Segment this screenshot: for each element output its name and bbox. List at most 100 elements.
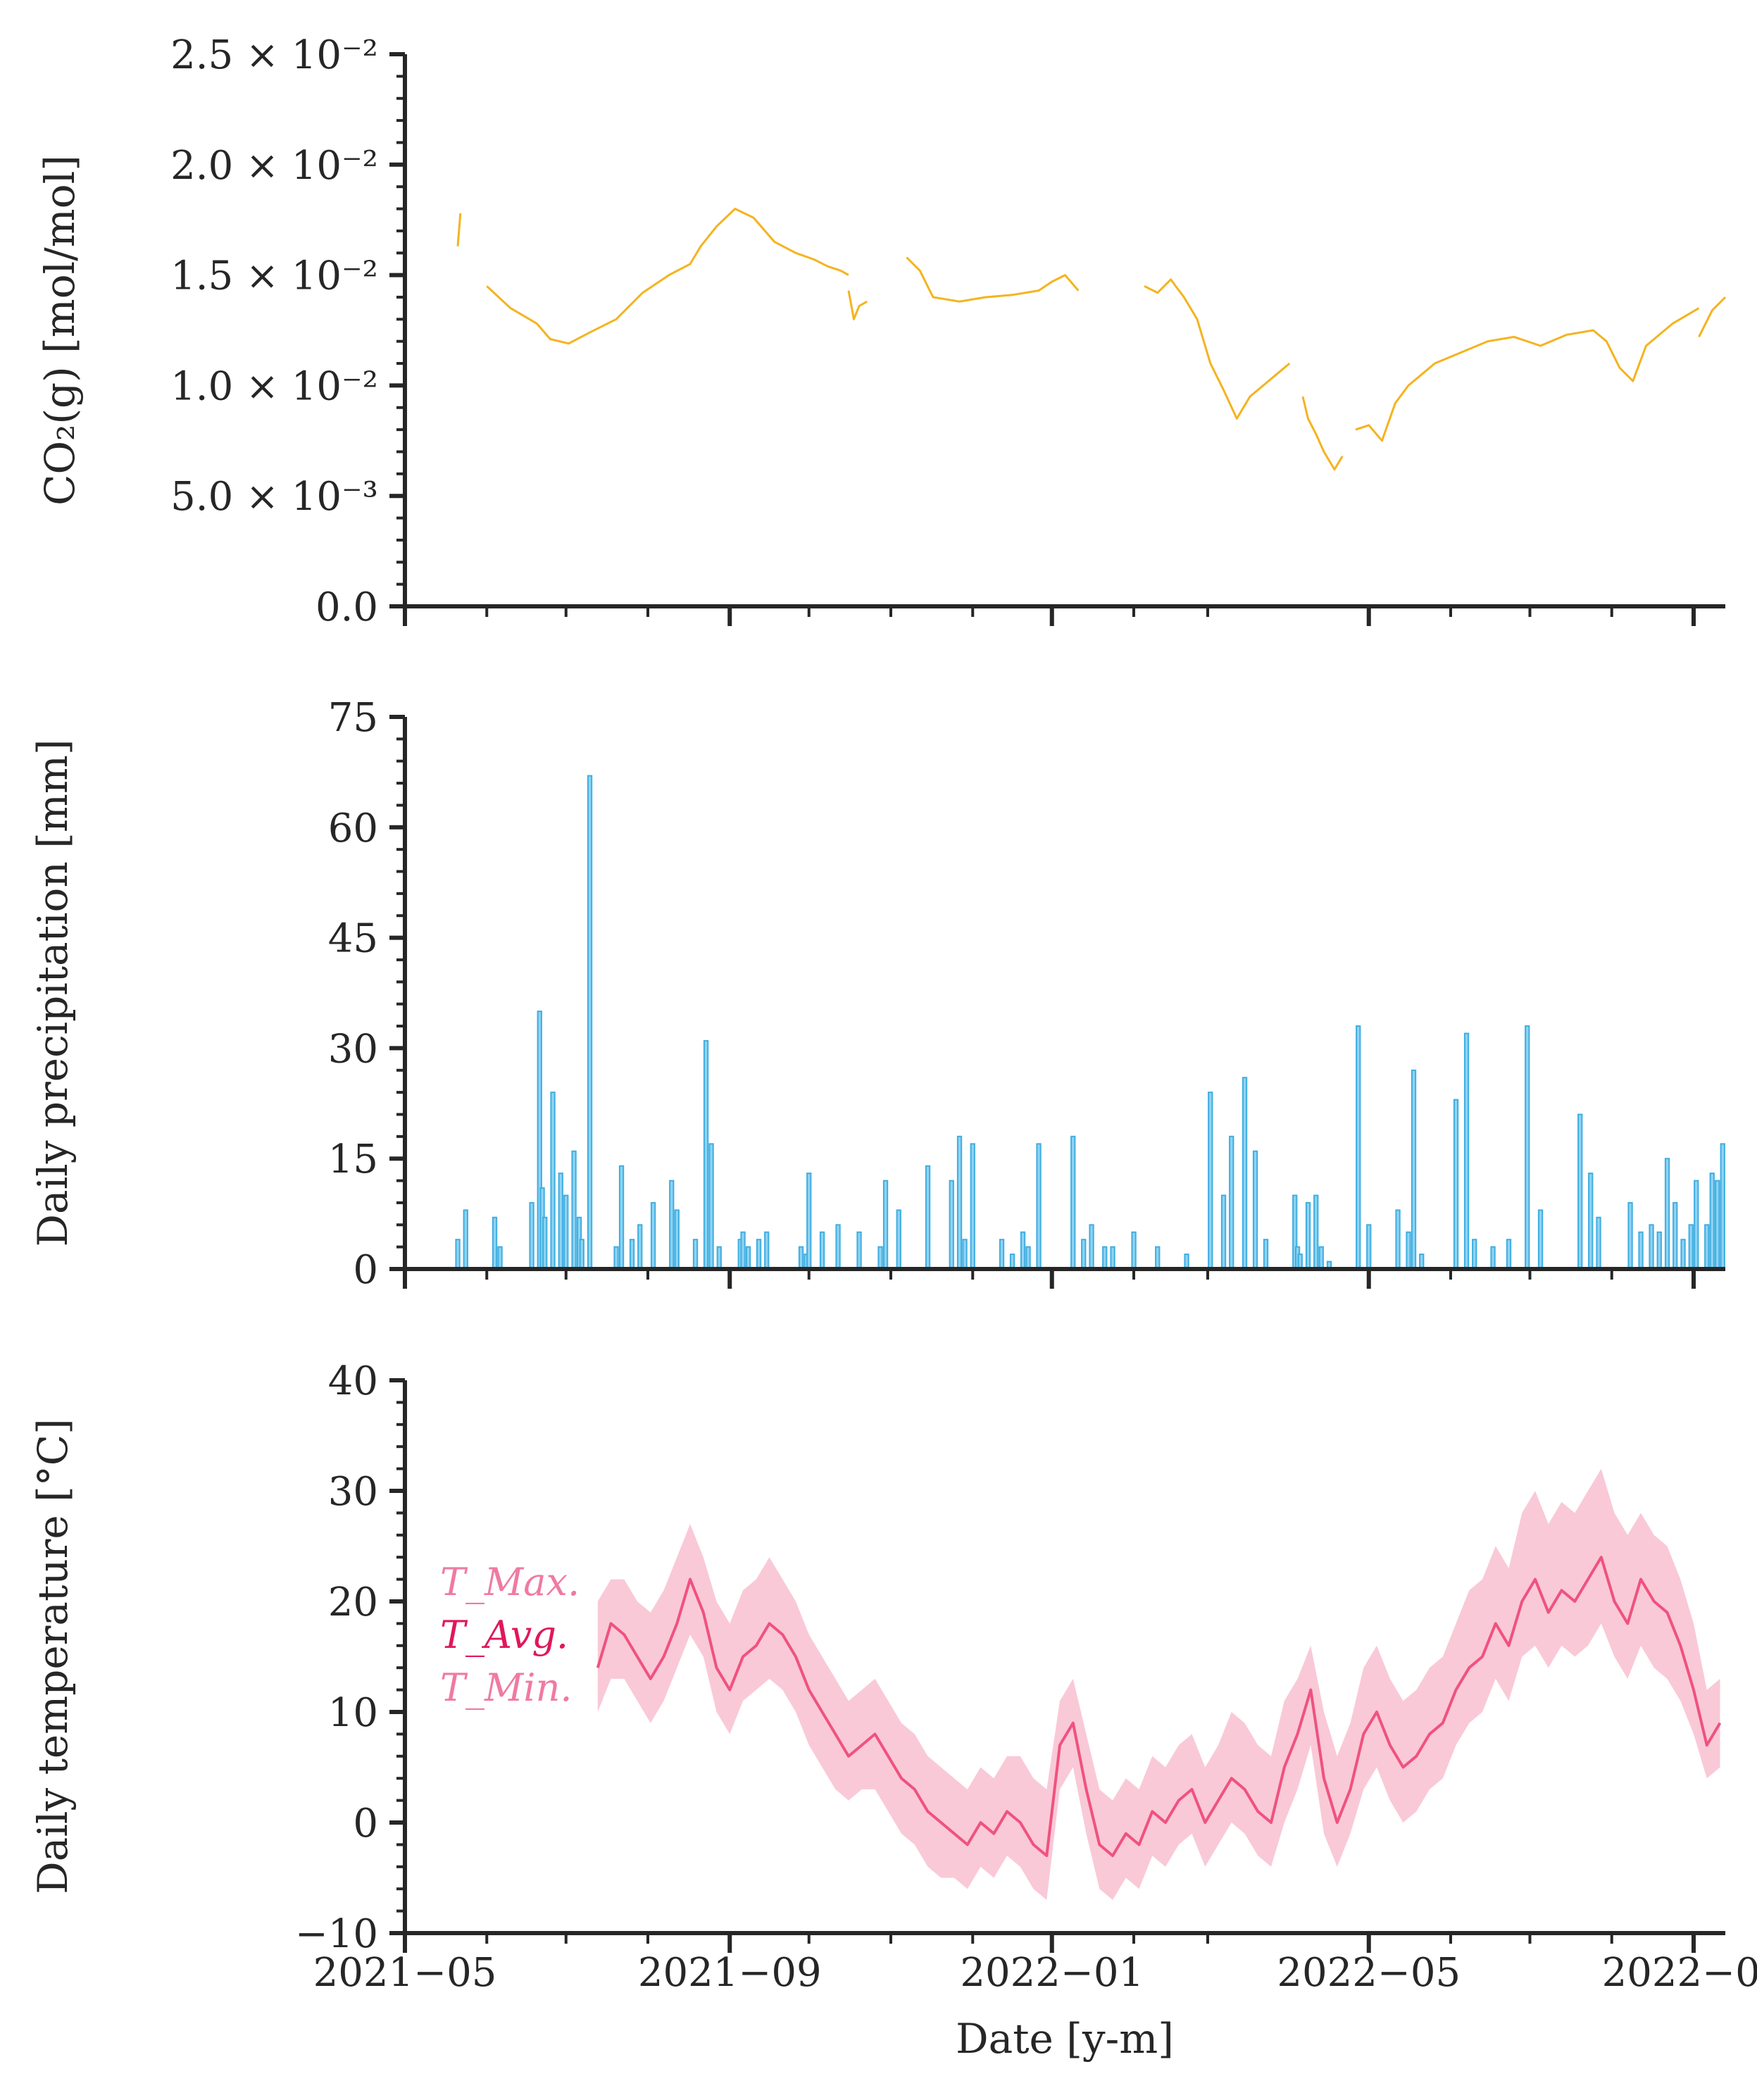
precipitation-bar bbox=[1229, 1135, 1234, 1270]
precipitation-bar bbox=[877, 1246, 883, 1270]
co2-panel: 0.0 5.0 × 10⁻³ 1.0 × 10⁻² 1.5 × 10⁻² 2.0 × 1… bbox=[36, 32, 1727, 630]
precipitation-bar bbox=[629, 1239, 635, 1270]
precipitation-bar bbox=[1208, 1092, 1213, 1270]
co2-x-ticks bbox=[403, 606, 1696, 626]
x-tick-label: 2022−01 bbox=[960, 1950, 1144, 1996]
precipitation-bar bbox=[756, 1239, 762, 1270]
precipitation-bar bbox=[618, 1165, 625, 1270]
y-tick-label: −10 bbox=[295, 1911, 378, 1957]
precipitation-bar bbox=[1009, 1254, 1015, 1270]
precipitation-bar bbox=[1490, 1246, 1496, 1270]
precipitation-bar bbox=[1656, 1231, 1662, 1270]
precipitation-bar bbox=[1406, 1231, 1411, 1270]
co2-y-ticks: 0.0 5.0 × 10⁻³ 1.0 × 10⁻² 1.5 × 10⁻² 2.0 × 1… bbox=[170, 32, 405, 630]
x-tick-label: 2022−09 bbox=[1602, 1950, 1757, 1996]
precipitation-bar bbox=[613, 1246, 619, 1270]
precipitation-bar bbox=[563, 1194, 569, 1270]
precipitation-bar bbox=[463, 1209, 468, 1270]
y-tick-label: 10 bbox=[328, 1690, 378, 1736]
precipitation-bar bbox=[1453, 1099, 1459, 1270]
precipitation-bar bbox=[529, 1201, 534, 1270]
precipitation-bar bbox=[1704, 1224, 1710, 1270]
precipitation-bar bbox=[745, 1246, 751, 1270]
precipitation-bar bbox=[1472, 1239, 1477, 1270]
precipitation-bar bbox=[497, 1246, 503, 1270]
precipitation-bar bbox=[1709, 1173, 1715, 1270]
y-tick-label: 1.5 × 10⁻² bbox=[170, 254, 378, 299]
precipitation-bar bbox=[579, 1239, 584, 1270]
precipitation-bar bbox=[896, 1209, 901, 1270]
precipitation-bar bbox=[1020, 1231, 1026, 1270]
precipitation-bar bbox=[1131, 1231, 1137, 1270]
temperature-plot-area bbox=[596, 1468, 1722, 1900]
legend-t-avg: T_Avg. bbox=[440, 1613, 568, 1657]
precipitation-bar bbox=[692, 1239, 699, 1270]
precipitation-bar bbox=[806, 1173, 812, 1270]
precipitation-bar bbox=[708, 1143, 714, 1270]
precipitation-bar bbox=[1720, 1143, 1725, 1270]
temperature-min-max-band bbox=[597, 1468, 1720, 1900]
precipitation-bar bbox=[1220, 1194, 1227, 1270]
precipitation-bar bbox=[1070, 1135, 1076, 1270]
y-tick-label: 2.0 × 10⁻² bbox=[170, 143, 378, 189]
co2-plot-area bbox=[456, 208, 1727, 471]
precipitation-bar bbox=[1411, 1069, 1417, 1270]
temperature-y-axis-title: Daily temperature [°C] bbox=[29, 1418, 77, 1894]
y-tick-label: 60 bbox=[328, 806, 378, 851]
precipitation-x-ticks bbox=[403, 1269, 1696, 1289]
precipitation-bar bbox=[1506, 1239, 1512, 1270]
y-tick-label: 20 bbox=[328, 1580, 378, 1625]
precipitation-bar bbox=[740, 1231, 746, 1270]
y-tick-label: 30 bbox=[328, 1469, 378, 1515]
co2-series-line bbox=[847, 290, 868, 320]
precipitation-bar bbox=[925, 1165, 931, 1270]
precipitation-bar bbox=[492, 1216, 498, 1270]
temperature-y-ticks: −10 0 10 20 30 40 bbox=[295, 1358, 405, 1957]
precipitation-bar bbox=[1102, 1246, 1108, 1270]
precipitation-bar bbox=[1263, 1239, 1269, 1270]
precipitation-bar bbox=[1155, 1246, 1161, 1270]
precipitation-bar bbox=[1081, 1239, 1087, 1270]
x-tick-label: 2022−05 bbox=[1277, 1950, 1461, 1996]
precipitation-bar bbox=[1627, 1201, 1633, 1270]
precipitation-bar bbox=[1366, 1224, 1372, 1270]
precipitation-bar bbox=[1680, 1239, 1686, 1270]
precipitation-bar bbox=[1025, 1246, 1031, 1270]
precipitation-bar bbox=[1305, 1201, 1311, 1270]
temperature-panel: −10 0 10 20 30 40 Daily temperature [°C] T_Ma… bbox=[29, 1358, 1725, 1957]
precipitation-bar bbox=[1664, 1158, 1670, 1270]
y-tick-label: 45 bbox=[328, 916, 378, 962]
precipitation-bar bbox=[1395, 1209, 1401, 1270]
co2-y-axis-title: CO₂(g) [mol/mol] bbox=[36, 155, 84, 506]
precipitation-bar bbox=[962, 1239, 968, 1270]
precipitation-bar bbox=[1356, 1025, 1361, 1270]
co2-series-line bbox=[1698, 296, 1727, 338]
precipitation-bar bbox=[970, 1143, 975, 1270]
precipitation-bar bbox=[1525, 1025, 1530, 1270]
precipitation-plot-area bbox=[455, 775, 1725, 1270]
co2-series-line bbox=[1144, 278, 1291, 420]
co2-series-line bbox=[456, 213, 462, 246]
precipitation-bar bbox=[1672, 1201, 1678, 1270]
precipitation-bar bbox=[669, 1180, 675, 1270]
precipitation-bar bbox=[764, 1231, 770, 1270]
precipitation-bar bbox=[999, 1239, 1005, 1270]
x-tick-labels: 2021−05 2021−09 2022−01 2022−05 2022−09 bbox=[313, 1950, 1757, 1996]
precipitation-bar bbox=[798, 1246, 804, 1270]
precipitation-bar bbox=[1649, 1224, 1654, 1270]
y-tick-label: 0 bbox=[353, 1247, 378, 1293]
y-tick-label: 15 bbox=[328, 1137, 378, 1182]
y-tick-label: 0 bbox=[353, 1801, 378, 1846]
precipitation-bar bbox=[550, 1092, 556, 1270]
precipitation-bar bbox=[819, 1231, 825, 1270]
precipitation-bar bbox=[1313, 1194, 1319, 1270]
precipitation-y-axis-title: Daily precipitation [mm] bbox=[29, 739, 77, 1247]
co2-series-line bbox=[1301, 396, 1344, 471]
precipitation-bar bbox=[1419, 1254, 1425, 1270]
precipitation-bar bbox=[716, 1246, 722, 1270]
precipitation-bar bbox=[1694, 1180, 1699, 1270]
precipitation-bar bbox=[1463, 1032, 1470, 1270]
precipitation-bar bbox=[882, 1180, 889, 1270]
y-tick-label: 0.0 bbox=[315, 585, 378, 630]
